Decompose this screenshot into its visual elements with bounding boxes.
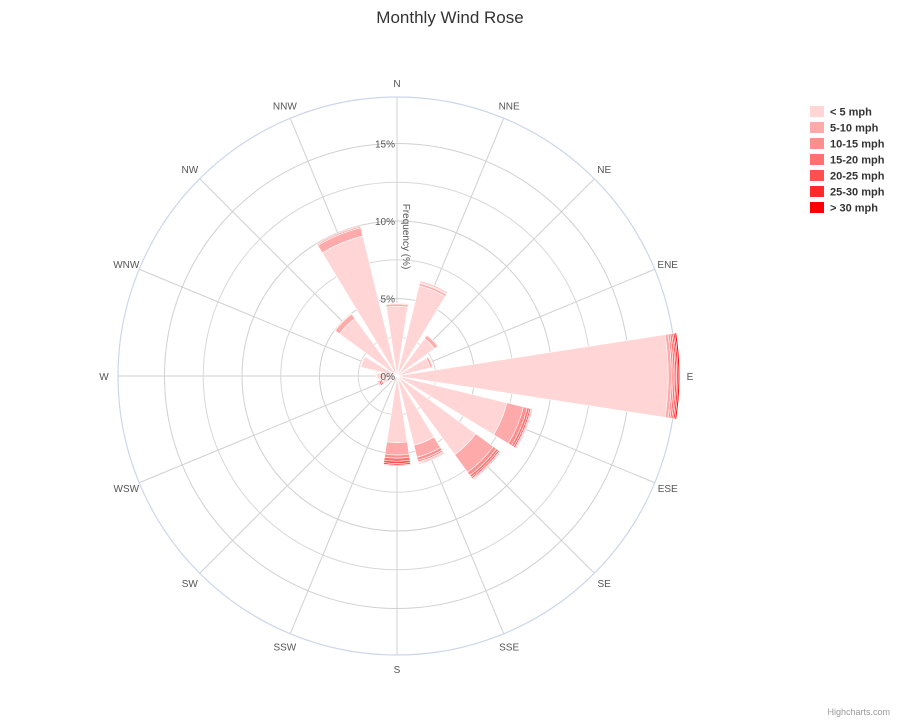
direction-label-wnw: WNW [113,260,140,271]
direction-label-sw: SW [182,579,199,590]
legend-swatch[interactable] [810,202,824,213]
legend-swatch[interactable] [810,154,824,165]
radial-tick-label: 5% [381,295,396,306]
radial-tick-label: 0% [381,372,396,383]
radial-tick-label: 10% [375,217,395,228]
direction-label-n: N [393,79,400,90]
direction-label-ssw: SSW [273,643,296,654]
direction-label-nnw: NNW [273,101,297,112]
direction-label-wsw: WSW [114,484,140,495]
legend-swatch[interactable] [810,138,824,149]
spoke-ssw [289,375,398,634]
bar-nne-series-4[interactable] [419,280,449,294]
direction-label-e: E [687,372,694,383]
credits-link[interactable]: Highcharts.com [827,707,890,717]
direction-label-ese: ESE [658,484,678,495]
legend-item-label[interactable]: 20-25 mph [830,171,885,183]
legend-swatch[interactable] [810,170,824,181]
bar-ene-series-2[interactable] [427,356,434,368]
direction-label-sse: SSE [499,643,519,654]
direction-label-se: SE [598,579,612,590]
bar-e-series-6[interactable] [674,332,680,420]
radial-axis-title: Frequency (%) [400,204,411,270]
bar-ne-series-2[interactable] [426,334,439,347]
bar-sse-series-6[interactable] [417,452,445,465]
radial-tick-label: 15% [375,140,395,151]
bar-sw-series-1[interactable] [390,379,394,383]
legend-item-label[interactable]: 5-10 mph [830,123,879,135]
direction-label-ene: ENE [657,260,678,271]
legend-item-label[interactable]: 10-15 mph [830,139,885,151]
direction-labels: N NNE NE ENE E ESE SE SSE S SSW SW WSW W WNW NW NNW [99,79,693,676]
bar-s-series-1[interactable] [384,441,410,456]
spoke-wsw [139,375,398,484]
bar-w-series-1[interactable] [375,372,378,380]
bar-wnw-series-1[interactable] [359,355,366,368]
spoke-sw [199,375,398,574]
direction-label-nne: NNE [499,101,520,112]
bar-s-series-6[interactable] [382,463,412,467]
bar-nw-series-2[interactable] [334,313,353,332]
wind-bars [316,225,680,481]
bar-ese-series-6[interactable] [515,408,533,449]
bar-n-series-2[interactable] [385,302,409,306]
direction-label-ne: NE [597,165,611,176]
chart-title: Monthly Wind Rose [376,8,523,27]
bar-e-series-0[interactable] [396,334,669,418]
legend: < 5 mph 5-10 mph 10-15 mph 15-20 mph 20-25 m… [810,106,885,215]
bar-wsw-series-6[interactable] [377,380,381,387]
legend-item-label[interactable]: < 5 mph [830,107,872,119]
legend-item-label[interactable]: 25-30 mph [830,187,885,199]
bar-se-series-6[interactable] [472,451,502,481]
radial-tick-labels: 0% 5% 10% 15% [375,140,395,384]
direction-label-nw: NW [181,165,198,176]
bar-nnw-series-0[interactable] [321,235,398,377]
legend-swatch[interactable] [810,122,824,133]
direction-label-w: W [99,372,109,383]
legend-swatch[interactable] [810,106,824,117]
legend-item-label[interactable]: > 30 mph [830,203,878,215]
legend-item-label[interactable]: 15-20 mph [830,155,885,167]
bar-nnw-series-3[interactable] [316,225,361,245]
legend-swatch[interactable] [810,186,824,197]
direction-label-s: S [394,665,401,676]
